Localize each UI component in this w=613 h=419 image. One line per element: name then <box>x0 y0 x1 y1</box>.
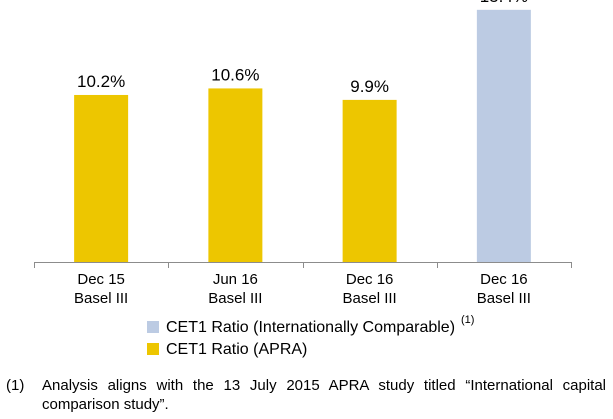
x-tick-label-1-line-1: Dec 15 <box>77 271 125 288</box>
bar-3 <box>342 99 397 262</box>
data-label-1: 10.2% <box>77 72 125 91</box>
legend: CET1 Ratio (Internationally Comparable) … <box>147 314 474 360</box>
footnote: (1) Analysis aligns with the 13 July 201… <box>6 376 606 414</box>
legend-footnote-ref: (1) <box>461 313 475 326</box>
legend-swatch-apra <box>147 343 159 355</box>
data-label-4: 15.4% <box>480 0 528 6</box>
labels-layer: 10.2% Dec 15 Basel III 10.6% Jun 16 Basel III… <box>74 0 531 307</box>
x-tick-label-2-line-2: Basel III <box>208 290 262 307</box>
legend-label-international: CET1 Ratio (Internationally Comparable) <box>166 318 456 336</box>
bar-chart: 10.2% Dec 15 Basel III 10.6% Jun 16 Basel III… <box>34 0 572 307</box>
bars-layer <box>74 9 531 263</box>
data-label-3: 9.9% <box>350 77 389 96</box>
bar-4 <box>476 9 531 263</box>
x-tick-label-3-line-2: Basel III <box>343 290 397 307</box>
x-tick-label-1-line-2: Basel III <box>74 290 128 307</box>
x-tick-label-4-line-1: Dec 16 <box>480 271 528 288</box>
footnote-marker: (1) <box>6 377 25 394</box>
legend-label-apra: CET1 Ratio (APRA) <box>166 340 308 358</box>
x-tick-label-3-line-1: Dec 16 <box>346 271 394 288</box>
x-tick-label-2-line-1: Jun 16 <box>213 271 258 288</box>
bar-1 <box>74 94 129 262</box>
legend-swatch-international <box>147 321 159 333</box>
bar-2 <box>208 88 263 262</box>
footnote-text: Analysis aligns with the 13 July 2015 AP… <box>42 377 606 413</box>
x-axis <box>34 262 572 268</box>
legend-item-apra: CET1 Ratio (APRA) <box>147 338 474 360</box>
legend-item-international: CET1 Ratio (Internationally Comparable) … <box>147 314 474 338</box>
data-label-2: 10.6% <box>211 65 259 84</box>
x-tick-label-4-line-2: Basel III <box>477 290 531 307</box>
